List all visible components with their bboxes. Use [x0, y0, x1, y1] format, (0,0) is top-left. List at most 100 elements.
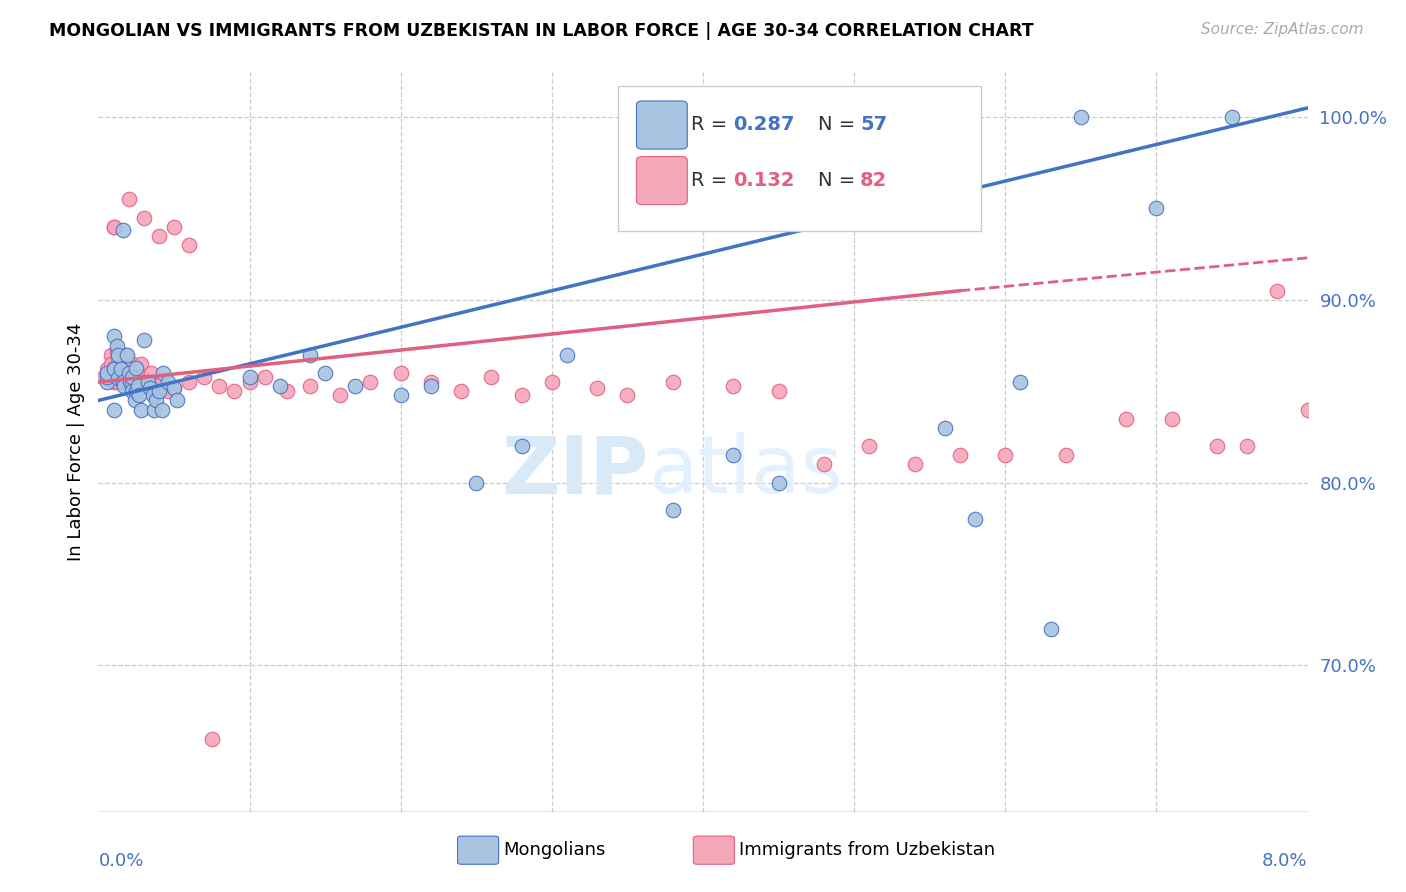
Point	[103, 219, 125, 234]
Point	[389, 366, 412, 380]
Point	[108, 366, 131, 380]
Point	[208, 378, 231, 392]
Point	[143, 384, 166, 399]
Text: N =: N =	[818, 115, 862, 134]
Point	[135, 378, 157, 392]
Point	[114, 348, 136, 362]
Point	[118, 375, 141, 389]
Point	[111, 369, 134, 384]
Point	[360, 375, 382, 389]
Point	[115, 366, 138, 380]
Point	[193, 369, 215, 384]
Point	[145, 393, 167, 408]
FancyBboxPatch shape	[637, 156, 688, 204]
FancyBboxPatch shape	[457, 836, 499, 864]
Point	[105, 369, 128, 384]
Point	[1146, 202, 1168, 216]
Text: N =: N =	[818, 171, 862, 190]
Point	[103, 329, 125, 343]
Text: R =: R =	[690, 171, 734, 190]
Point	[103, 375, 125, 389]
Point	[1267, 284, 1289, 298]
Point	[1070, 110, 1092, 124]
Point	[146, 375, 169, 389]
Point	[118, 366, 141, 380]
Point	[118, 192, 141, 206]
Point	[121, 369, 143, 384]
Point	[450, 384, 472, 399]
Point	[121, 384, 143, 399]
Point	[103, 362, 125, 376]
Point	[163, 381, 186, 395]
FancyBboxPatch shape	[619, 87, 981, 230]
Point	[121, 375, 143, 389]
Text: 0.132: 0.132	[734, 171, 794, 190]
Point	[141, 366, 163, 380]
Point	[131, 369, 153, 384]
Point	[100, 348, 122, 362]
Point	[201, 731, 224, 746]
Text: Mongolians: Mongolians	[503, 841, 606, 859]
Point	[904, 458, 927, 472]
Point	[156, 384, 179, 399]
Point	[111, 375, 134, 389]
Point	[96, 369, 118, 384]
Point	[128, 375, 150, 389]
Point	[768, 384, 790, 399]
Point	[125, 360, 148, 375]
Point	[148, 384, 170, 399]
Point	[661, 503, 683, 517]
FancyBboxPatch shape	[693, 836, 734, 864]
Point	[132, 211, 155, 225]
FancyBboxPatch shape	[637, 101, 688, 149]
Point	[143, 402, 166, 417]
Point	[96, 375, 118, 389]
Point	[112, 360, 135, 375]
Point	[420, 378, 443, 392]
Point	[555, 348, 578, 362]
Point	[1115, 411, 1137, 425]
Point	[132, 375, 155, 389]
Point	[107, 371, 129, 385]
Point	[1010, 375, 1032, 389]
Point	[1236, 439, 1258, 453]
Point	[139, 381, 162, 395]
Point	[179, 375, 201, 389]
Point	[224, 384, 246, 399]
Point	[132, 333, 155, 347]
Text: R =: R =	[690, 115, 734, 134]
Point	[122, 357, 145, 371]
Text: atlas: atlas	[648, 432, 844, 510]
Point	[121, 375, 143, 389]
Point	[112, 378, 135, 392]
Point	[276, 384, 298, 399]
Point	[723, 378, 745, 392]
Point	[120, 369, 142, 384]
Point	[142, 388, 165, 402]
Point	[314, 366, 336, 380]
Point	[152, 366, 174, 380]
Point	[510, 439, 533, 453]
Point	[115, 348, 138, 362]
Point	[299, 378, 322, 392]
Point	[136, 375, 159, 389]
Point	[858, 439, 880, 453]
Point	[103, 402, 125, 417]
Text: 0.0%: 0.0%	[98, 852, 143, 870]
Point	[128, 388, 150, 402]
Point	[125, 360, 148, 375]
Text: MONGOLIAN VS IMMIGRANTS FROM UZBEKISTAN IN LABOR FORCE | AGE 30-34 CORRELATION C: MONGOLIAN VS IMMIGRANTS FROM UZBEKISTAN …	[49, 22, 1033, 40]
Point	[105, 344, 128, 359]
Point	[118, 366, 141, 380]
Point	[96, 366, 118, 380]
Point	[111, 223, 134, 237]
Point	[107, 375, 129, 389]
Point	[163, 219, 186, 234]
Text: 82: 82	[860, 171, 887, 190]
Point	[127, 369, 149, 384]
Point	[127, 378, 149, 392]
Point	[1220, 110, 1243, 124]
Point	[949, 448, 972, 462]
Point	[110, 362, 132, 376]
Text: 0.287: 0.287	[734, 115, 794, 134]
